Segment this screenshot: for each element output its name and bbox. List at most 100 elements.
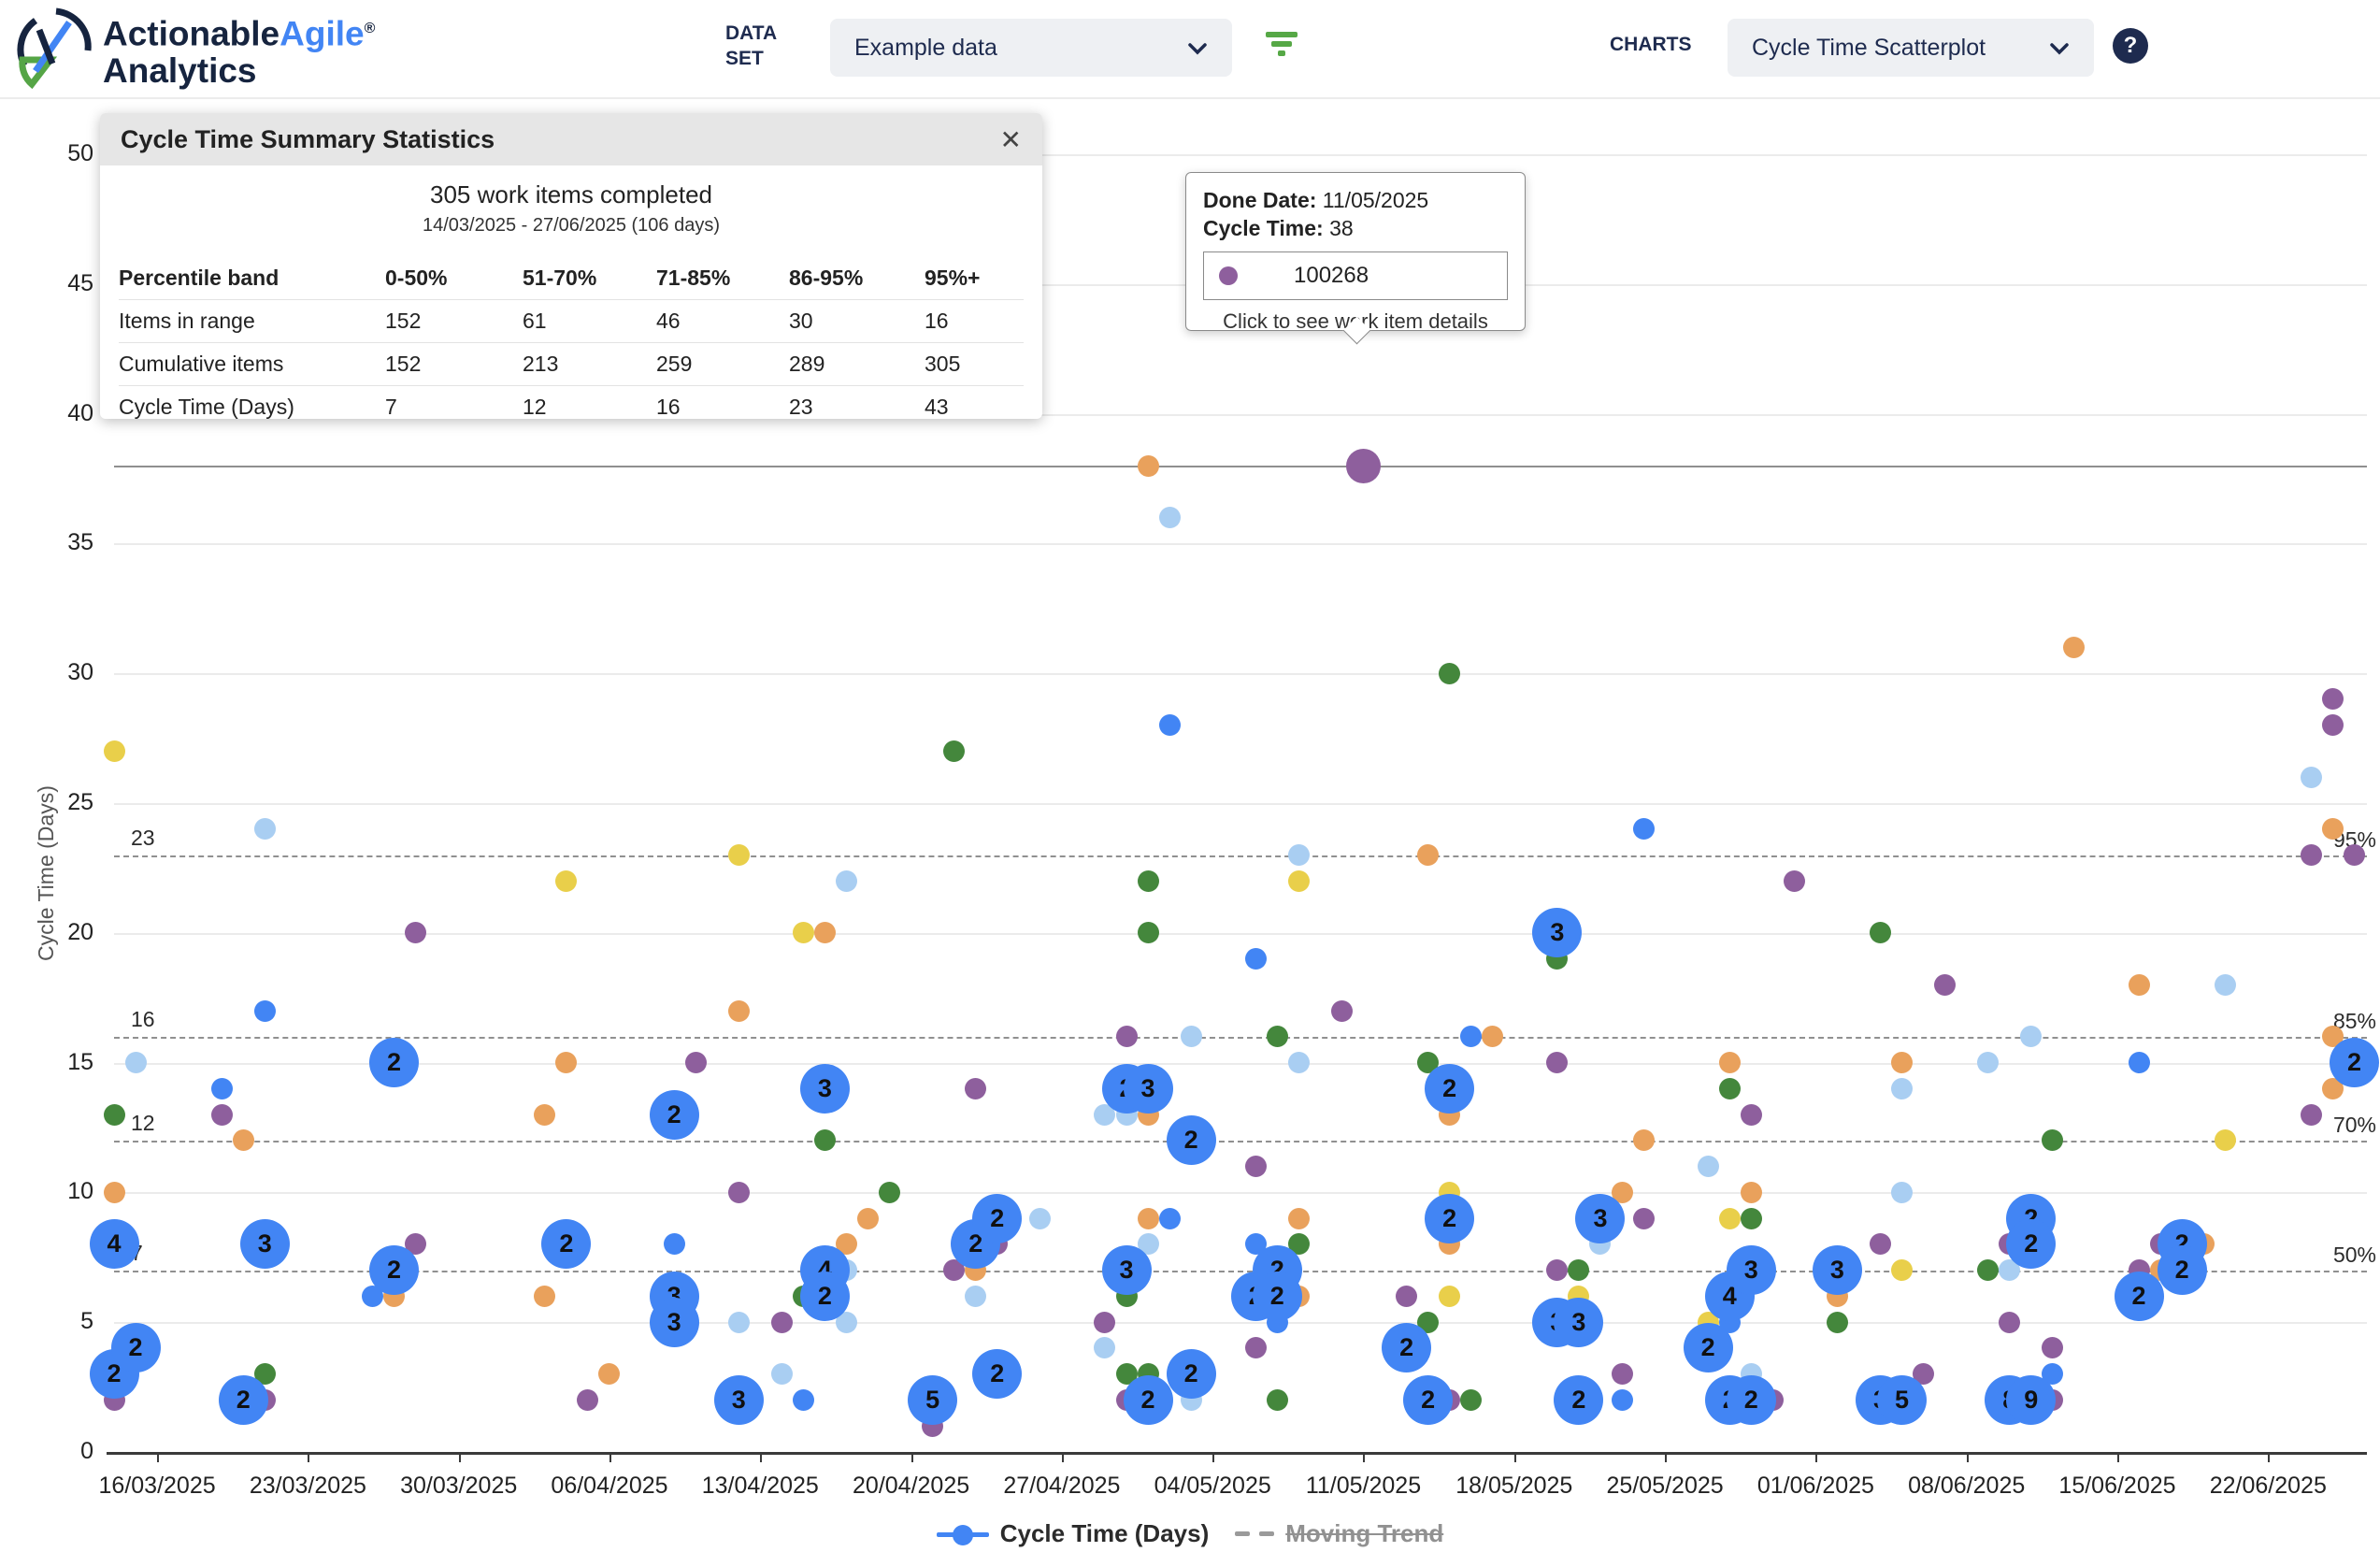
scatter-point[interactable]: 3 [240, 1219, 290, 1269]
scatter-point[interactable] [1870, 1233, 1891, 1255]
scatter-point[interactable] [728, 844, 750, 866]
scatter-point[interactable] [2129, 1052, 2150, 1073]
scatter-point[interactable] [728, 1312, 750, 1333]
scatter-point[interactable] [1612, 1389, 1633, 1411]
scatter-point[interactable] [664, 1233, 685, 1255]
scatter-point[interactable] [1288, 1208, 1310, 1229]
scatter-point[interactable] [1181, 1026, 1202, 1047]
scatter-point[interactable] [814, 1129, 836, 1151]
scatter-point[interactable] [1138, 1208, 1159, 1229]
close-icon[interactable]: ✕ [1000, 124, 1022, 155]
scatter-point[interactable] [2215, 1129, 2236, 1151]
scatter-point[interactable] [2322, 688, 2344, 710]
scatter-point[interactable] [965, 1286, 986, 1307]
scatter-point[interactable]: 3 [1554, 1298, 1603, 1347]
scatter-point[interactable] [1977, 1259, 1999, 1281]
scatter-point[interactable] [1633, 1208, 1655, 1229]
scatter-point[interactable]: 3 [714, 1375, 764, 1425]
scatter-point[interactable] [814, 922, 836, 943]
scatter-point[interactable]: 2 [1425, 1194, 1474, 1243]
chart-type-dropdown[interactable]: Cycle Time Scatterplot [1728, 19, 2094, 77]
scatter-point[interactable]: 2 [1167, 1349, 1216, 1399]
scatter-point[interactable] [233, 1129, 254, 1151]
scatter-point[interactable] [1094, 1312, 1115, 1333]
scatter-point[interactable] [1719, 1208, 1741, 1229]
dataset-dropdown[interactable]: Example data [830, 19, 1232, 77]
scatter-point[interactable] [211, 1104, 233, 1126]
scatter-point[interactable] [1633, 818, 1655, 840]
scatter-point[interactable]: 2 [1403, 1375, 1453, 1425]
tooltip-work-item[interactable]: 100268 [1203, 251, 1508, 300]
scatter-point[interactable] [534, 1286, 555, 1307]
scatter-point[interactable] [1891, 1078, 1913, 1099]
scatter-point[interactable]: 2 [1124, 1375, 1173, 1425]
scatter-point[interactable] [1546, 1259, 1568, 1281]
scatter-point[interactable] [1029, 1208, 1051, 1229]
scatter-point[interactable] [1138, 870, 1159, 892]
scatter-point[interactable]: 2 [1727, 1375, 1776, 1425]
scatter-point[interactable] [2020, 1026, 2042, 1047]
scatter-point[interactable] [2322, 714, 2344, 736]
scatter-point[interactable] [1784, 870, 1805, 892]
scatter-point[interactable] [2129, 974, 2150, 996]
scatter-point[interactable] [1891, 1052, 1913, 1073]
scatter-point[interactable] [1612, 1363, 1633, 1385]
scatter-point[interactable] [1999, 1312, 2020, 1333]
scatter-point[interactable]: 5 [1877, 1375, 1927, 1425]
scatter-point-hovered[interactable] [1346, 449, 1381, 483]
scatter-point[interactable]: 2 [1253, 1272, 1302, 1321]
scatter-point[interactable]: 2 [650, 1090, 699, 1140]
scatter-point[interactable] [1633, 1129, 1655, 1151]
scatter-point[interactable]: 2 [369, 1245, 419, 1295]
scatter-point[interactable]: 3 [1102, 1245, 1152, 1295]
scatter-point[interactable]: 2 [1167, 1115, 1216, 1165]
scatter-point[interactable]: 2 [972, 1194, 1022, 1243]
scatter-point[interactable] [1245, 948, 1267, 970]
scatter-point[interactable] [836, 870, 857, 892]
scatter-point[interactable]: 2 [369, 1038, 419, 1087]
scatter-point[interactable]: 2 [219, 1375, 268, 1425]
scatter-point[interactable] [405, 922, 426, 943]
scatter-point[interactable] [1460, 1026, 1482, 1047]
scatter-point[interactable] [2301, 767, 2322, 788]
scatter-point[interactable]: 3 [1727, 1245, 1776, 1295]
scatter-point[interactable]: 3 [1813, 1245, 1862, 1295]
scatter-point[interactable] [104, 1104, 125, 1126]
scatter-point[interactable] [1891, 1182, 1913, 1203]
scatter-point[interactable] [1245, 1337, 1267, 1358]
scatter-point[interactable] [685, 1052, 707, 1073]
scatter-point[interactable]: 2 [2006, 1219, 2056, 1269]
legend-item-cycle-time[interactable]: Cycle Time (Days) [937, 1519, 1210, 1548]
scatter-point[interactable] [1159, 1208, 1181, 1229]
scatter-point[interactable] [2344, 844, 2365, 866]
scatter-point[interactable] [2301, 844, 2322, 866]
scatter-point[interactable] [1417, 844, 1439, 866]
scatter-point[interactable] [1116, 1026, 1138, 1047]
legend-item-moving-trend[interactable]: Moving Trend [1235, 1519, 1443, 1548]
scatter-point[interactable] [793, 922, 814, 943]
scatter-point[interactable] [1396, 1286, 1417, 1307]
scatter-point[interactable] [771, 1363, 793, 1385]
scatter-point[interactable] [2042, 1129, 2063, 1151]
scatter-point[interactable] [1546, 1052, 1568, 1073]
scatter-point[interactable] [1891, 1259, 1913, 1281]
scatter-point[interactable] [1245, 1156, 1267, 1177]
scatter-point[interactable] [1331, 1000, 1353, 1022]
scatter-point[interactable] [1159, 714, 1181, 736]
scatter-point[interactable] [1267, 1389, 1288, 1411]
scatter-point[interactable]: 3 [1124, 1064, 1173, 1114]
scatter-point[interactable] [534, 1104, 555, 1126]
scatter-point[interactable] [254, 818, 276, 840]
scatter-point[interactable] [1288, 870, 1310, 892]
scatter-point[interactable]: 2 [972, 1349, 1022, 1399]
scatter-point[interactable]: 9 [2006, 1375, 2056, 1425]
scatter-point[interactable]: 3 [1575, 1194, 1625, 1243]
scatter-point[interactable] [211, 1078, 233, 1099]
scatter-point[interactable] [1288, 1052, 1310, 1073]
scatter-point[interactable] [1267, 1026, 1288, 1047]
scatter-point[interactable] [1482, 1026, 1503, 1047]
scatter-point[interactable] [2063, 637, 2085, 658]
scatter-point[interactable] [1138, 922, 1159, 943]
scatter-point[interactable]: 3 [650, 1298, 699, 1347]
scatter-point[interactable]: 5 [908, 1375, 957, 1425]
